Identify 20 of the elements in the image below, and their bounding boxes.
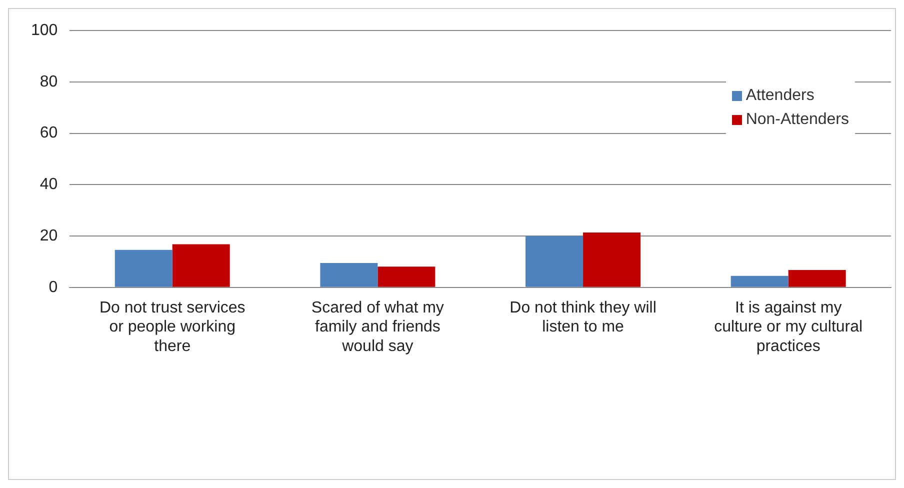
bar <box>788 270 846 287</box>
bar <box>320 263 378 287</box>
legend-label: Non-Attenders <box>746 111 849 129</box>
bar <box>583 232 640 287</box>
y-tick-label: 20 <box>40 227 58 244</box>
y-tick-label: 80 <box>40 73 58 90</box>
x-tick-label: Do not think they will listen to me <box>510 299 656 336</box>
y-tick-label: 0 <box>48 278 58 296</box>
y-tick-label: 100 <box>30 22 58 40</box>
x-tick-label: Do not trust services or people working there <box>99 299 246 355</box>
legend-label: Attenders <box>746 87 814 105</box>
x-tick-label: Scared of what my family and friends would say <box>311 299 444 355</box>
bar <box>172 244 230 287</box>
bar <box>526 236 584 287</box>
bar <box>378 266 436 287</box>
y-tick-label: 60 <box>40 124 58 142</box>
y-tick-label: 40 <box>40 176 58 194</box>
bar <box>730 276 788 287</box>
x-tick-label: It is against my culture or my cultural practices <box>714 299 863 355</box>
bar <box>114 250 172 287</box>
